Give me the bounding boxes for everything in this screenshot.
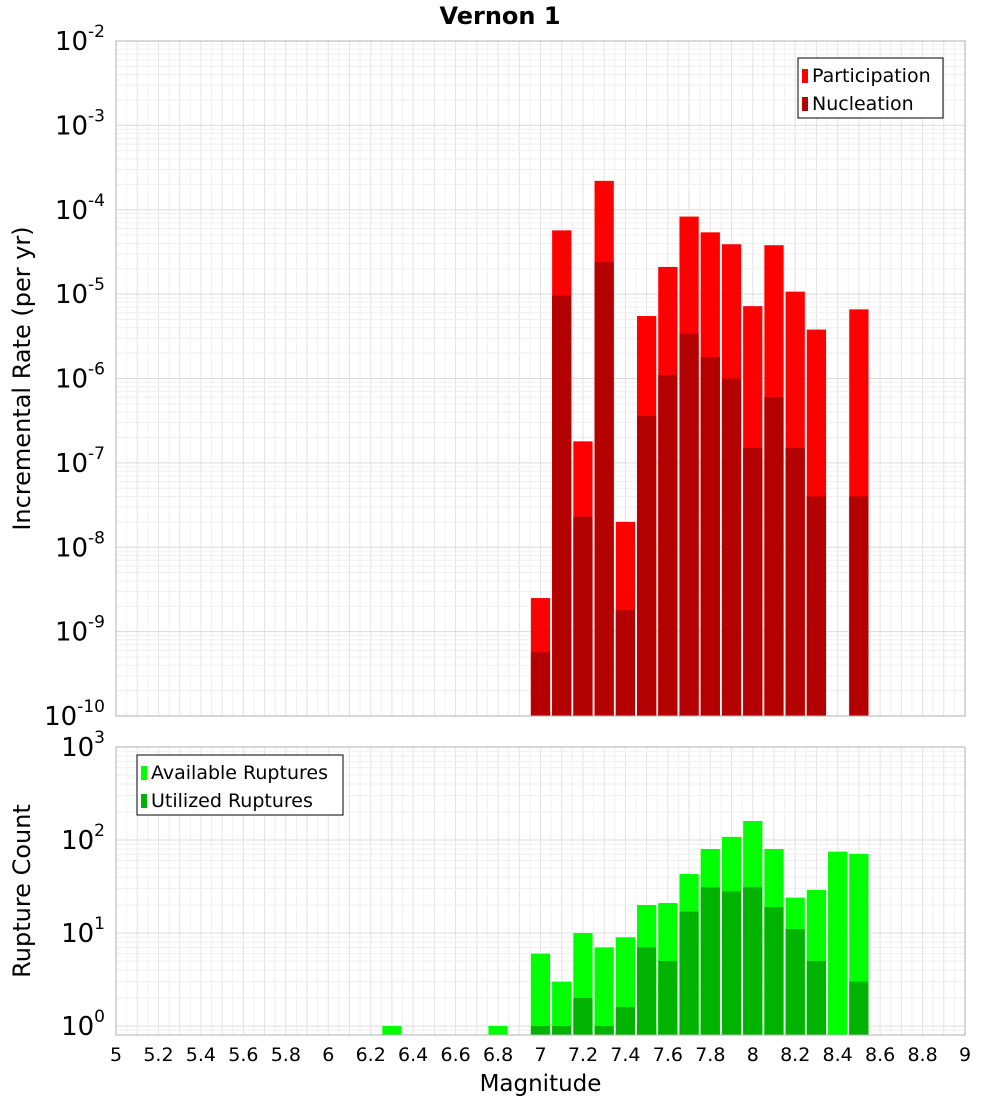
x-tick-label: 8.2 — [780, 1044, 810, 1066]
panel2-bar-available-ruptures — [828, 851, 848, 1035]
panel1-bar-nucleation — [679, 333, 699, 716]
x-tick-label: 7.4 — [610, 1044, 640, 1066]
panel1-plot: 10-10 10-9 10-8 10-7 10-6 10-5 10-4 10-3 10-2 Inc… — [8, 22, 966, 732]
panel1-bar-nucleation — [785, 448, 805, 716]
panel2-bar-utilized-ruptures — [785, 929, 805, 1035]
panel2-legend-swatch — [141, 766, 147, 780]
panel2-bar-utilized-ruptures — [679, 911, 699, 1035]
panel2-y-tick-label: 101 — [61, 914, 105, 949]
panel1-legend-swatch — [802, 69, 808, 83]
panel2-y-axis-label: Rupture Count — [8, 804, 36, 978]
panel1-y-tick-label: 10-5 — [55, 275, 105, 310]
panel2-y-tick-label: 103 — [61, 728, 105, 763]
panel2-bar-available-ruptures — [552, 981, 572, 1035]
panel1-bar-nucleation — [849, 496, 869, 716]
x-tick-label: 8 — [747, 1044, 759, 1066]
panel2-bar-utilized-ruptures — [552, 1025, 572, 1035]
x-tick-label: 6.8 — [483, 1044, 513, 1066]
panel2-bar-utilized-ruptures — [637, 947, 657, 1035]
x-tick-label: 7.8 — [695, 1044, 725, 1066]
panel1-frame — [115, 40, 966, 717]
panel2-bar-utilized-ruptures — [849, 981, 869, 1035]
panel1-legend: Participation Nucleation — [797, 57, 944, 119]
panel2-legend-swatch — [141, 794, 147, 808]
x-tick-label: 6.4 — [398, 1044, 428, 1066]
panel1-bar-nucleation — [637, 415, 657, 716]
panel1-bar-nucleation — [743, 448, 763, 716]
x-tick-label: 5 — [110, 1044, 122, 1066]
x-tick-label: 5.6 — [228, 1044, 258, 1066]
x-tick-label: 7.6 — [653, 1044, 683, 1066]
x-tick-label: 9 — [959, 1044, 971, 1066]
panel1-y-tick-label: 10-4 — [55, 191, 105, 226]
panel2-legend-label: Available Ruptures — [151, 762, 328, 784]
x-tick-label: 5.2 — [143, 1044, 173, 1066]
x-tick-label: 5.8 — [271, 1044, 301, 1066]
panel2-bar-utilized-ruptures — [658, 960, 678, 1035]
panel1-y-tick-label: 10-8 — [55, 528, 105, 563]
panel1-bar-nucleation — [552, 295, 572, 716]
panel1-bar-nucleation — [806, 496, 827, 716]
chart-title: Vernon 1 — [439, 2, 561, 30]
panel1-y-tick-label: 10-3 — [55, 106, 105, 141]
x-axis-label: Magnitude — [480, 1071, 602, 1097]
panel1-y-tick-label: 10-10 — [44, 697, 105, 732]
x-tick-label: 8.8 — [907, 1044, 937, 1066]
panel2-bar-available-ruptures — [382, 1025, 402, 1035]
x-tick-label: 7.2 — [568, 1044, 598, 1066]
panel1-bar-nucleation — [615, 610, 636, 716]
panel1-y-axis-label: Incremental Rate (per yr) — [8, 226, 36, 530]
panel2-bar-utilized-ruptures — [721, 891, 742, 1035]
panel1-y-tick-label: 10-7 — [55, 444, 105, 479]
panel2-bar-utilized-ruptures — [743, 887, 763, 1035]
panel2-y-tick-label: 102 — [61, 821, 105, 856]
panel1-y-tick-label: 10-2 — [55, 22, 105, 57]
panel2-bar-utilized-ruptures — [573, 997, 593, 1035]
panel1-legend-label: Participation — [812, 65, 931, 87]
panel2-bar-utilized-ruptures — [594, 1025, 614, 1035]
panel2-bar-available-ruptures — [488, 1025, 508, 1035]
panel2-y-tick-label: 100 — [61, 1007, 105, 1042]
panel2-bar-available-ruptures — [530, 953, 551, 1035]
x-tick-label: 8.6 — [865, 1044, 895, 1066]
panel2-bar-available-ruptures — [594, 947, 614, 1035]
panel1-bar-nucleation — [700, 356, 720, 716]
x-tick-label: 6 — [322, 1044, 334, 1066]
panel2-legend-label: Utilized Ruptures — [151, 790, 313, 812]
panel1-bar-nucleation — [658, 375, 678, 716]
panel2-bar-utilized-ruptures — [806, 960, 827, 1035]
x-tick-label: 6.6 — [440, 1044, 470, 1066]
panel2-bar-utilized-ruptures — [615, 1007, 636, 1035]
x-tick-label: 8.4 — [823, 1044, 853, 1066]
panel2-frame — [115, 746, 966, 1036]
panel1-bar-nucleation — [594, 262, 614, 716]
panel1-bar-nucleation — [573, 516, 593, 716]
panel2-bar-utilized-ruptures — [764, 907, 784, 1035]
panel1-legend-label: Nucleation — [812, 93, 914, 115]
panel1-bar-nucleation — [721, 378, 742, 716]
panel1-bar-nucleation — [764, 397, 784, 716]
panel2-bar-utilized-ruptures — [530, 1025, 551, 1035]
x-tick-label: 7 — [534, 1044, 546, 1066]
x-tick-label: 5.4 — [186, 1044, 216, 1066]
panel2-legend: Available Ruptures Utilized Ruptures — [136, 754, 344, 816]
panel1-y-tick-label: 10-9 — [55, 613, 105, 648]
panel2-plot: 100 101 102 103 Rupture Count Available Ruptu… — [8, 728, 966, 1042]
panel1-y-tick-label: 10-6 — [55, 360, 105, 395]
panel2-bar-utilized-ruptures — [700, 887, 720, 1035]
x-tick-label: 6.2 — [356, 1044, 386, 1066]
panel1-bar-nucleation — [530, 652, 551, 716]
panel2-legend-box — [136, 754, 344, 816]
panel1-legend-swatch — [802, 97, 808, 111]
panel1-legend-box — [797, 57, 944, 119]
